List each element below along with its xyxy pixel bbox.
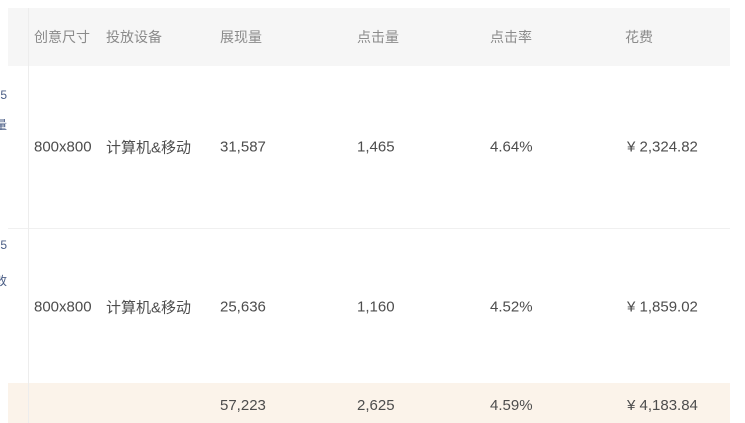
cell-creative-size: 800x800 xyxy=(34,138,92,156)
cell-creative-size: 800x800 xyxy=(34,298,92,315)
column-header-clicks: 点击量 xyxy=(357,29,399,45)
clipped-text-fragment: 5 xyxy=(0,88,7,102)
column-header-ctr: 点击率 xyxy=(490,29,532,45)
column-header-cost: 花费 xyxy=(625,29,653,45)
clipped-text-fragment: 5 xyxy=(0,238,7,252)
column-header-impressions: 展现量 xyxy=(220,29,262,45)
fixed-column-divider xyxy=(28,8,29,423)
cell-cost: ¥ 2,324.82 xyxy=(627,138,698,156)
table-row: 800x800 计算机&移动 25,636 1,160 4.52% ¥ 1,85… xyxy=(8,228,730,384)
cell-device: 计算机&移动 xyxy=(106,139,192,157)
column-header-creative-size: 创意尺寸 xyxy=(34,29,90,45)
table-header-row: 创意尺寸 投放设备 展现量 点击量 点击率 花费 xyxy=(8,8,730,67)
cell-ctr: 4.52% xyxy=(490,298,533,315)
cell-device: 计算机&移动 xyxy=(106,299,192,316)
cell-clicks: 1,160 xyxy=(357,298,395,315)
cell-cost: ¥ 1,859.02 xyxy=(627,298,698,315)
clipped-text-fragment: 量 xyxy=(0,118,7,132)
summary-clicks: 2,625 xyxy=(357,397,395,414)
table-summary-row: 57,223 2,625 4.59% ¥ 4,183.84 xyxy=(8,383,730,423)
summary-impressions: 57,223 xyxy=(220,397,266,414)
creative-report-table: 创意尺寸 投放设备 展现量 点击量 点击率 花费 800x800 计算机&移动 … xyxy=(8,8,730,423)
summary-ctr: 4.59% xyxy=(490,397,533,414)
clipped-text-fragment: 改 xyxy=(0,274,7,288)
cell-impressions: 25,636 xyxy=(220,298,266,315)
cell-ctr: 4.64% xyxy=(490,138,533,156)
cell-impressions: 31,587 xyxy=(220,138,266,156)
column-header-device: 投放设备 xyxy=(106,29,162,45)
summary-cost: ¥ 4,183.84 xyxy=(627,397,698,414)
table-row: 800x800 计算机&移动 31,587 1,465 4.64% ¥ 2,32… xyxy=(8,66,730,228)
cell-clicks: 1,465 xyxy=(357,138,395,156)
